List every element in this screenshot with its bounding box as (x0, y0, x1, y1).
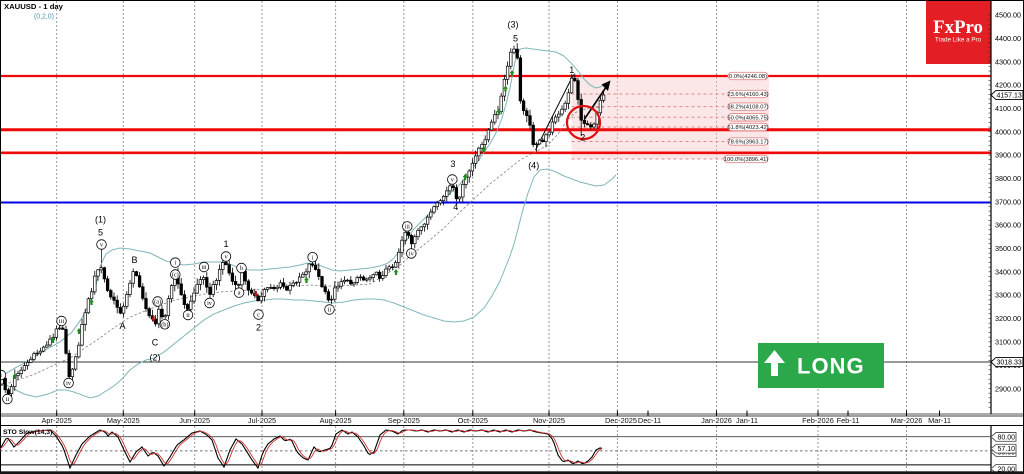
svg-text:4200.00: 4200.00 (995, 81, 1021, 90)
svg-text:2: 2 (580, 133, 585, 143)
svg-text:Mar-2026: Mar-2026 (891, 416, 923, 425)
svg-text:b: b (240, 265, 243, 272)
svg-text:4100.00: 4100.00 (995, 104, 1021, 113)
svg-text:v: v (224, 254, 228, 261)
svg-text:i: i (174, 260, 176, 267)
svg-text:iv: iv (66, 380, 72, 387)
svg-text:i: i (312, 254, 314, 261)
svg-text:4: 4 (453, 202, 458, 212)
svg-text:ii: ii (328, 307, 332, 314)
svg-text:a: a (238, 290, 241, 297)
svg-text:5: 5 (513, 34, 518, 44)
svg-text:(b): (b) (161, 321, 168, 328)
svg-text:Trade Like a Pro: Trade Like a Pro (935, 37, 982, 44)
svg-text:3: 3 (450, 159, 455, 169)
svg-text:1: 1 (223, 239, 228, 249)
svg-text:iv: iv (409, 251, 415, 258)
svg-text:ii: ii (186, 312, 190, 319)
svg-text:1: 1 (569, 65, 574, 75)
svg-text:(4): (4) (528, 161, 539, 171)
svg-text:2: 2 (256, 323, 261, 333)
svg-text:2900.00: 2900.00 (995, 384, 1021, 393)
svg-text:Aug-2025: Aug-2025 (320, 416, 352, 425)
svg-text:Jul-2025: Jul-2025 (248, 416, 276, 425)
svg-text:XAUUSD - 1 day: XAUUSD - 1 day (4, 2, 64, 11)
svg-text:5: 5 (98, 228, 103, 238)
svg-text:3500.00: 3500.00 (995, 244, 1021, 253)
svg-text:Jan-11: Jan-11 (736, 416, 758, 425)
svg-text:61.8%(4023.42): 61.8%(4023.42) (727, 125, 768, 131)
svg-text:23.6%(4160.43): 23.6%(4160.43) (727, 92, 768, 98)
svg-text:iii: iii (405, 224, 410, 231)
svg-text:STO Slow(14,3): STO Slow(14,3) (3, 429, 52, 436)
svg-text:(2): (2) (150, 353, 161, 363)
svg-text:100.0%(3896.41): 100.0%(3896.41) (724, 157, 769, 163)
svg-text:4500.00: 4500.00 (995, 11, 1021, 20)
svg-text:(1): (1) (95, 215, 106, 225)
svg-text:78.6%(3963.17): 78.6%(3963.17) (727, 140, 768, 146)
svg-text:4400.00: 4400.00 (995, 34, 1021, 43)
svg-text:4000.00: 4000.00 (995, 127, 1021, 136)
svg-text:Feb-2026: Feb-2026 (802, 416, 834, 425)
svg-text:3018.33: 3018.33 (997, 360, 1022, 367)
svg-text:(c): (c) (172, 272, 179, 279)
svg-text:Dec-2025: Dec-2025 (605, 416, 637, 425)
svg-text:FxPro: FxPro (933, 17, 983, 38)
svg-text:Feb-11: Feb-11 (837, 416, 860, 425)
svg-text:80.00: 80.00 (998, 434, 1016, 441)
svg-text:LONG: LONG (797, 354, 865, 379)
svg-text:C: C (152, 338, 159, 348)
svg-text:(0,2,0): (0,2,0) (34, 14, 54, 21)
svg-text:(3): (3) (508, 20, 519, 30)
svg-text:3900.00: 3900.00 (995, 151, 1021, 160)
svg-text:v: v (100, 242, 104, 249)
svg-text:Jan-2026: Jan-2026 (701, 416, 732, 425)
svg-text:v: v (451, 177, 455, 184)
svg-text:3400.00: 3400.00 (995, 267, 1021, 276)
svg-text:May-2025: May-2025 (107, 416, 140, 425)
svg-text:57.10: 57.10 (998, 446, 1016, 453)
svg-text:c: c (257, 312, 260, 319)
svg-text:3700.00: 3700.00 (995, 197, 1021, 206)
svg-text:Nov-2025: Nov-2025 (533, 416, 565, 425)
svg-text:3800.00: 3800.00 (995, 174, 1021, 183)
svg-text:i: i (0, 372, 2, 379)
svg-text:Dec-11: Dec-11 (638, 416, 661, 425)
svg-text:3200.00: 3200.00 (995, 314, 1021, 323)
svg-text:ii: ii (6, 396, 10, 403)
svg-text:iii: iii (201, 264, 206, 271)
svg-text:Mar-11: Mar-11 (928, 416, 951, 425)
svg-text:Apr-2025: Apr-2025 (41, 416, 71, 425)
svg-text:Jun-2025: Jun-2025 (179, 416, 210, 425)
svg-text:Sep-2025: Sep-2025 (388, 416, 420, 425)
svg-text:A: A (119, 321, 125, 331)
svg-text:B: B (131, 255, 137, 265)
svg-text:iii: iii (59, 318, 64, 325)
svg-text:0.0%(4246.08): 0.0%(4246.08) (729, 74, 767, 80)
svg-text:iv: iv (207, 300, 213, 307)
svg-text:3600.00: 3600.00 (995, 221, 1021, 230)
svg-text:4157.13: 4157.13 (997, 93, 1022, 100)
svg-text:50.0%(4065.75): 50.0%(4065.75) (727, 115, 768, 121)
svg-text:(a): (a) (154, 299, 161, 306)
svg-text:Oct-2025: Oct-2025 (458, 416, 488, 425)
svg-text:20.00: 20.00 (998, 466, 1016, 473)
svg-text:3100.00: 3100.00 (995, 337, 1021, 346)
svg-text:3300.00: 3300.00 (995, 291, 1021, 300)
svg-text:38.2%(4108.07): 38.2%(4108.07) (727, 105, 768, 111)
svg-text:4300.00: 4300.00 (995, 57, 1021, 66)
